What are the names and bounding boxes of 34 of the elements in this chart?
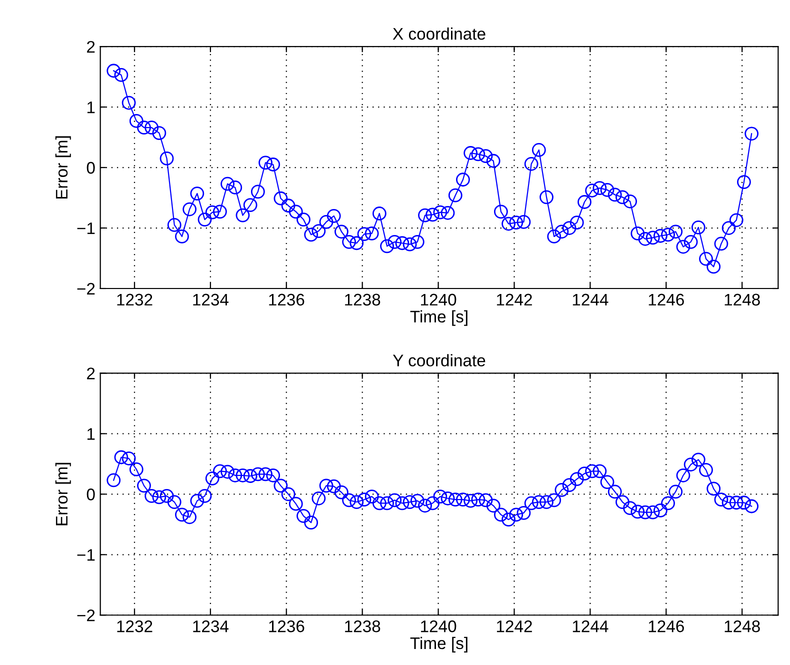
y-tick-label: 2 — [87, 40, 95, 53]
y-tick-label: 0 — [86, 488, 95, 500]
x-axis-title: Time [s] — [410, 310, 468, 326]
y-tick-label: −2 — [77, 610, 95, 622]
y-tick-label: 0 — [86, 162, 95, 174]
x-tick-label: 1240 — [421, 620, 456, 632]
chart-title: X coordinate — [392, 28, 486, 40]
x-tick-label: 1242 — [496, 294, 532, 306]
y-tick-label: −1 — [77, 222, 95, 234]
x-tick-label: 1238 — [345, 620, 380, 632]
chart-title: Y coordinate — [392, 354, 486, 366]
x-tick-label: 1244 — [572, 294, 608, 306]
x-tick-label: 1236 — [269, 294, 304, 306]
y-axis-title: Error [m] — [55, 462, 71, 526]
x-tick-label: 1236 — [269, 620, 304, 632]
x-tick-label: 1246 — [648, 294, 684, 306]
x-tick-label: 1248 — [724, 294, 760, 306]
y-tick-label: −2 — [77, 282, 95, 295]
x-tick-label: 1234 — [193, 620, 229, 632]
x-tick-label: 1232 — [117, 620, 152, 632]
x-tick-label: 1232 — [117, 294, 152, 306]
y-tick-label: −1 — [77, 549, 95, 561]
x-tick-label: 1244 — [572, 620, 608, 632]
x-tick-label: 1242 — [496, 620, 532, 632]
x-tick-label: 1246 — [648, 620, 684, 632]
y-axis-title: Error [m] — [55, 136, 71, 199]
x-axis-title: Time [s] — [410, 636, 468, 652]
y-tick-label: 1 — [87, 428, 95, 440]
x-tick-label: 1238 — [345, 294, 380, 306]
x-tick-label: 1234 — [193, 294, 229, 306]
y-tick-label: 1 — [87, 102, 95, 114]
x-tick-label: 1248 — [724, 620, 760, 632]
x-tick-label: 1240 — [421, 294, 456, 306]
y-tick-label: 2 — [87, 368, 95, 380]
